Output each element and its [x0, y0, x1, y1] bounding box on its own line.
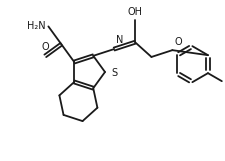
Text: H₂N: H₂N [27, 21, 45, 31]
Text: O: O [41, 42, 49, 52]
Text: S: S [111, 68, 117, 78]
Text: N: N [116, 35, 124, 45]
Text: O: O [174, 37, 182, 47]
Text: OH: OH [128, 7, 143, 17]
